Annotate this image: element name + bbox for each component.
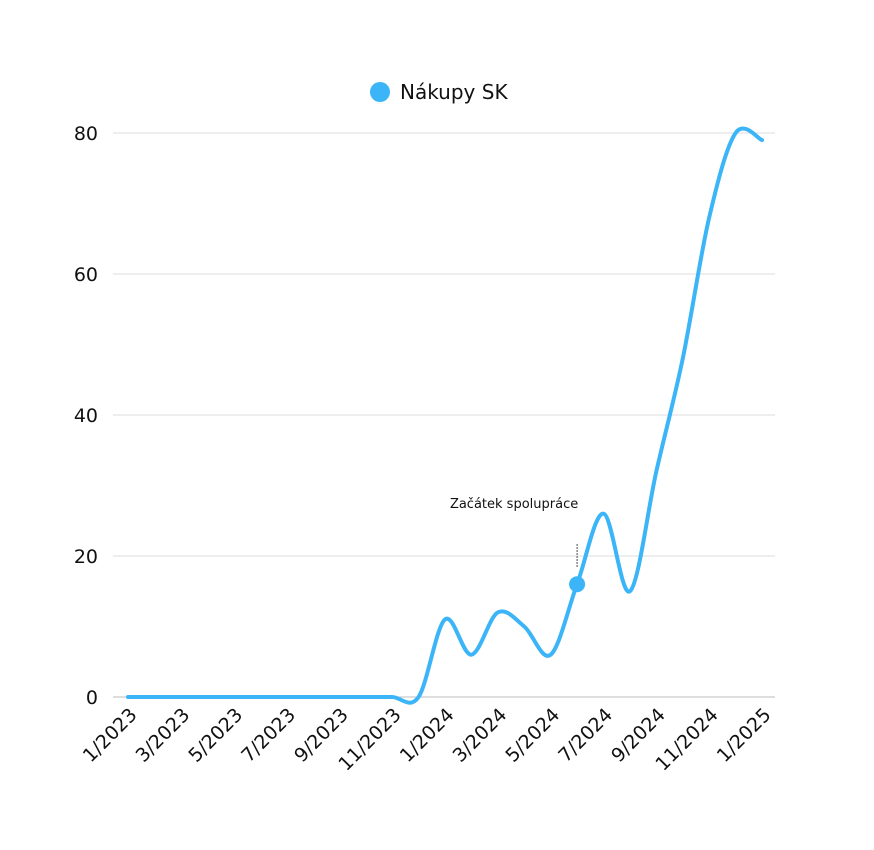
y-tick-label: 40 [74,405,98,427]
x-tick-label: 5/2023 [184,704,247,767]
x-tick-label: 1/2025 [713,704,776,767]
y-tick-label: 20 [74,546,98,568]
annotation-point [569,576,586,593]
x-tick-label: 5/2024 [501,704,564,767]
annotation-label: Začátek spolupráce [450,497,578,512]
x-tick-label: 3/2024 [449,704,512,767]
y-axis: 0 20 40 60 80 [74,123,98,709]
y-tick-label: 60 [74,264,98,286]
legend-label: Nákupy SK [400,80,508,104]
legend-marker [370,82,390,102]
x-tick-label: 7/2023 [237,704,300,767]
x-tick-label: 1/2023 [79,704,142,767]
y-grid [113,132,775,698]
x-axis: 1/20233/20235/20237/20239/202311/20231/2… [79,704,776,775]
y-tick-label: 0 [86,687,98,709]
legend[interactable]: Nákupy SK [370,80,508,104]
annotation: Začátek spolupráce [450,497,586,593]
series-line-nakupy-sk [126,126,764,705]
x-tick-label: 7/2024 [554,704,617,767]
x-tick-label: 1/2024 [396,704,459,767]
y-tick-label: 80 [74,123,98,145]
x-tick-label: 3/2023 [132,704,195,767]
